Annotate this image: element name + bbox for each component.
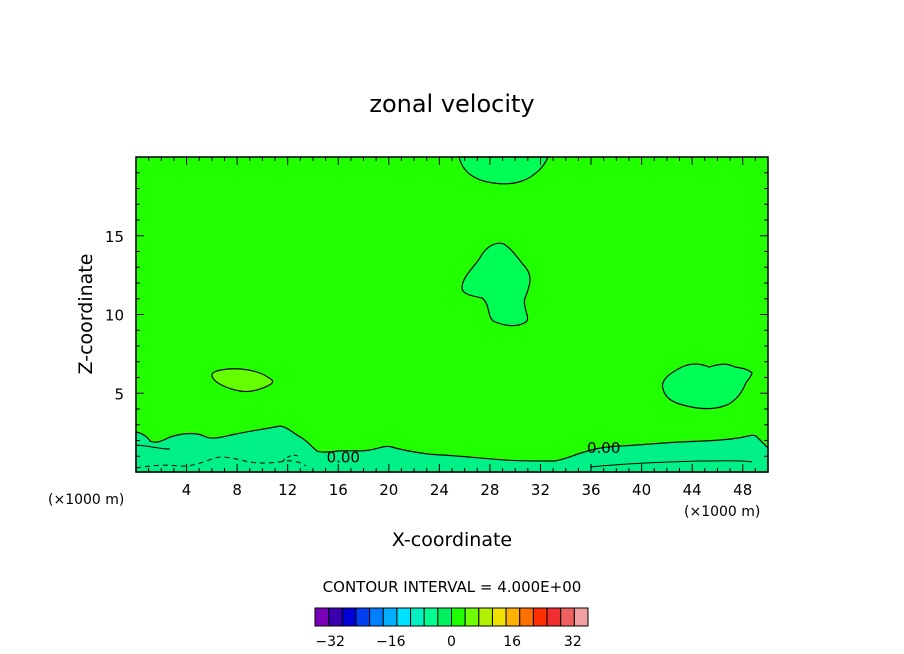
contour-dashed-2 — [281, 454, 301, 463]
contour-region-center — [461, 242, 531, 327]
colorbar-swatch — [491, 607, 507, 627]
colorbar-swatch — [451, 607, 466, 627]
colorbar-tick-label: −32 — [315, 634, 345, 650]
x-axis-title: X-coordinate — [392, 529, 512, 551]
contour-region-left — [211, 368, 274, 393]
chart-title: zonal velocity — [369, 90, 534, 118]
x-tick-label: 20 — [379, 481, 398, 499]
x-tick-label: 8 — [232, 481, 242, 499]
contour-labels: 0.00 0.00 — [327, 439, 621, 466]
colorbar-swatch — [464, 607, 480, 627]
y-tick-label: 10 — [105, 307, 124, 325]
x-tick-label: 28 — [480, 481, 499, 499]
colorbar-tick-label: −16 — [376, 634, 406, 650]
colorbar-tick-label: 0 — [447, 634, 456, 650]
colorbar-swatch — [328, 607, 343, 627]
colorbar-swatch — [560, 607, 575, 627]
x-tick-label: 48 — [733, 481, 752, 499]
colorbar-swatch — [532, 607, 548, 627]
contour-inner-left — [135, 444, 171, 450]
contour-label: 0.00 — [587, 439, 620, 457]
colorbar-swatch — [478, 607, 493, 627]
colorbar-swatch — [369, 607, 384, 627]
colorbar-tick-label: 32 — [564, 634, 582, 650]
colorbar-swatch — [423, 607, 439, 627]
colorbar-tick-label: 16 — [503, 634, 521, 650]
colorbar-swatch — [314, 607, 330, 627]
plot-background — [136, 157, 768, 472]
tick-marks — [136, 157, 768, 472]
x-tick-label: 40 — [632, 481, 651, 499]
x-tick-label: 32 — [531, 481, 550, 499]
contour-inner-right — [589, 460, 753, 468]
contour-dashed-1 — [135, 456, 307, 469]
colorbar-swatch — [519, 607, 534, 627]
x-tick-label: 36 — [581, 481, 600, 499]
colorbar-tick-labels: −32 −16 0 16 32 — [315, 634, 581, 650]
colorbar-swatch — [341, 607, 357, 627]
x-unit-label-right: (×1000 m) — [684, 504, 760, 520]
y-axis-title: Z-coordinate — [75, 254, 97, 375]
x-tick-labels: 4 8 12 16 20 24 28 32 36 40 44 48 — [182, 481, 752, 499]
y-tick-labels: 5 10 15 — [105, 228, 124, 404]
contour-region-right — [661, 363, 753, 410]
x-tick-label: 16 — [329, 481, 348, 499]
x-tick-label: 4 — [182, 481, 192, 499]
contour-interval-text: CONTOUR INTERVAL = 4.000E+00 — [323, 578, 582, 596]
x-tick-label: 12 — [278, 481, 297, 499]
colorbar-swatch — [396, 607, 412, 627]
x-unit-label-left: (×1000 m) — [48, 492, 124, 508]
colorbar — [314, 607, 589, 627]
colorbar-swatch — [505, 607, 521, 627]
contour-region-top — [458, 156, 549, 185]
colorbar-swatch — [437, 607, 453, 627]
plot-area: 0.00 0.00 — [135, 156, 769, 473]
contour-region-surface — [135, 425, 769, 473]
colorbar-swatch — [546, 607, 562, 627]
x-tick-label: 24 — [430, 481, 449, 499]
colorbar-swatch — [573, 607, 589, 627]
colorbar-swatch — [355, 607, 371, 627]
colorbar-swatch — [410, 607, 425, 627]
y-tick-label: 5 — [114, 385, 124, 403]
x-tick-label: 44 — [683, 481, 702, 499]
colorbar-swatch — [382, 607, 398, 627]
contour-label: 0.00 — [327, 448, 360, 466]
y-tick-label: 15 — [105, 228, 124, 246]
